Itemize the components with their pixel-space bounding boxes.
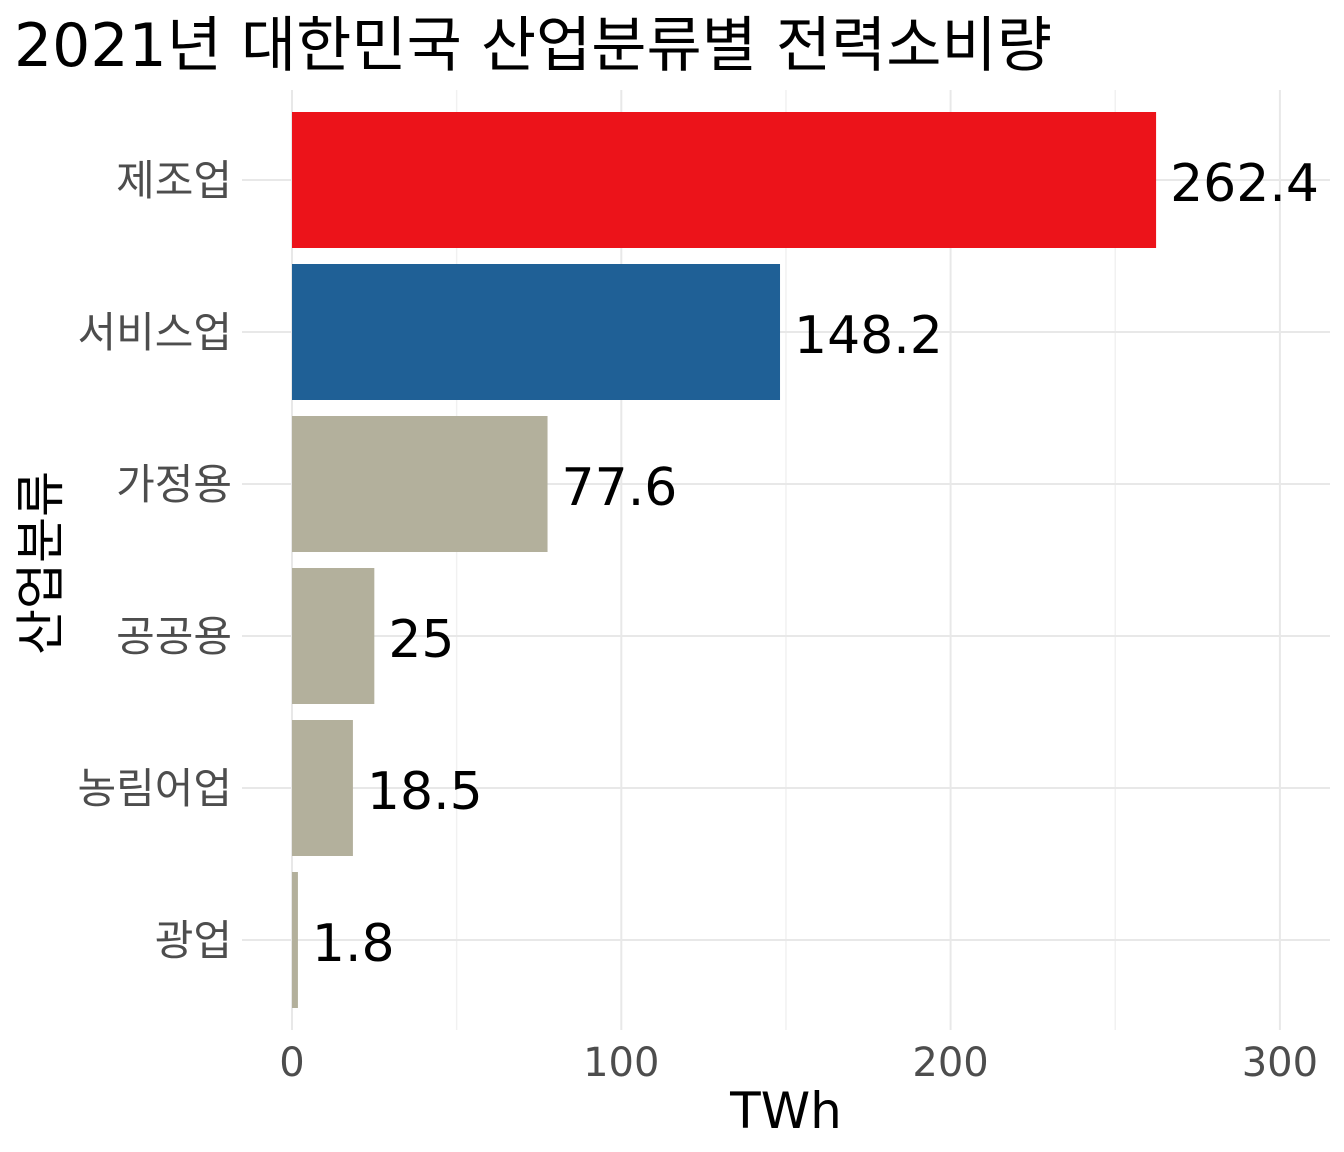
data-label: 1.8: [312, 914, 395, 974]
data-label: 18.5: [367, 762, 483, 822]
y-tick-label: 서비스업: [77, 308, 232, 357]
chart-title: 2021년 대한민국 산업분류별 전력소비량: [14, 11, 1052, 81]
y-tick-label: 제조업: [116, 156, 232, 205]
bar: [292, 264, 781, 400]
bar: [292, 720, 353, 856]
y-axis-title: 산업분류: [12, 471, 70, 655]
x-axis-title: TWh: [729, 1082, 842, 1140]
x-tick-label: 0: [279, 1040, 304, 1086]
bar: [292, 568, 375, 704]
y-tick-label: 광업: [155, 916, 232, 965]
x-axis-ticks: 0 100 200 300: [279, 1040, 1318, 1086]
y-tick-label: 가정용: [116, 460, 232, 509]
bar: [292, 872, 298, 1008]
data-label: 25: [388, 610, 454, 670]
data-label: 148.2: [794, 306, 943, 366]
x-tick-label: 100: [583, 1040, 659, 1086]
bars: [292, 112, 1157, 1008]
y-tick-label: 농림어업: [77, 764, 232, 813]
data-label: 262.4: [1170, 154, 1319, 214]
x-tick-label: 200: [912, 1040, 988, 1086]
y-tick-label: 공공용: [116, 612, 232, 661]
bar: [292, 416, 548, 552]
x-tick-label: 300: [1242, 1040, 1318, 1086]
bar: [292, 112, 1157, 248]
data-label: 77.6: [562, 458, 678, 518]
data-labels: 262.4 148.2 77.6 25 18.5 1.8: [312, 154, 1319, 974]
